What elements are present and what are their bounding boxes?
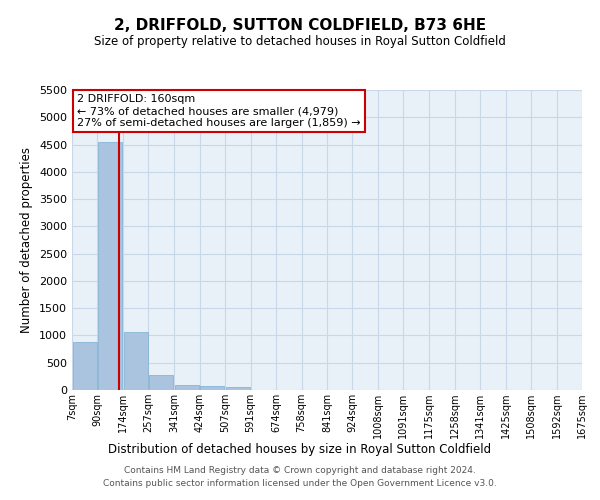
Text: 2 DRIFFOLD: 160sqm
← 73% of detached houses are smaller (4,979)
27% of semi-deta: 2 DRIFFOLD: 160sqm ← 73% of detached hou… [77, 94, 361, 128]
Bar [149, 375, 173, 390]
Bar [73, 342, 97, 390]
Y-axis label: Number of detached properties: Number of detached properties [20, 147, 34, 333]
Bar [226, 387, 250, 390]
Text: Size of property relative to detached houses in Royal Sutton Coldfield: Size of property relative to detached ho… [94, 35, 506, 48]
Bar [175, 385, 199, 390]
Bar [124, 332, 148, 390]
Text: Contains HM Land Registry data © Crown copyright and database right 2024.
Contai: Contains HM Land Registry data © Crown c… [103, 466, 497, 487]
Bar [200, 386, 224, 390]
Text: Distribution of detached houses by size in Royal Sutton Coldfield: Distribution of detached houses by size … [109, 442, 491, 456]
Text: 2, DRIFFOLD, SUTTON COLDFIELD, B73 6HE: 2, DRIFFOLD, SUTTON COLDFIELD, B73 6HE [114, 18, 486, 32]
Bar [98, 142, 122, 390]
